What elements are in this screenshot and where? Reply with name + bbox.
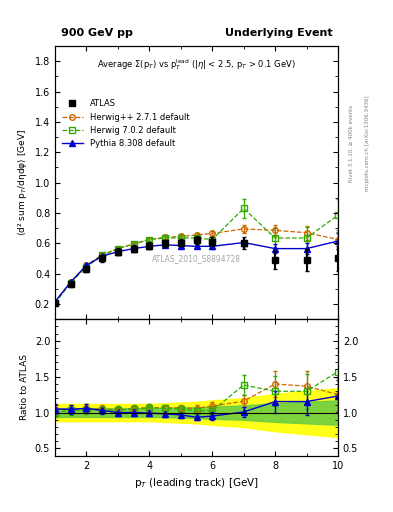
- Text: ATLAS_2010_S8894728: ATLAS_2010_S8894728: [152, 254, 241, 264]
- Text: mcplots.cern.ch [arXiv:1306.3436]: mcplots.cern.ch [arXiv:1306.3436]: [365, 96, 370, 191]
- Text: Underlying Event: Underlying Event: [225, 28, 332, 38]
- Text: Rivet 3.1.10, ≥ 400k events: Rivet 3.1.10, ≥ 400k events: [349, 105, 354, 182]
- Text: Average $\Sigma$(p$_T$) vs p$_T^{\rm lead}$ ($|\eta|$ < 2.5, p$_T$ > 0.1 GeV): Average $\Sigma$(p$_T$) vs p$_T^{\rm lea…: [97, 57, 296, 72]
- X-axis label: p$_T$ (leading track) [GeV]: p$_T$ (leading track) [GeV]: [134, 476, 259, 490]
- Text: 900 GeV pp: 900 GeV pp: [61, 28, 132, 38]
- Y-axis label: ⟨d² sum p$_T$/dηdφ⟩ [GeV]: ⟨d² sum p$_T$/dηdφ⟩ [GeV]: [16, 129, 29, 236]
- Y-axis label: Ratio to ATLAS: Ratio to ATLAS: [20, 354, 29, 420]
- Legend: ATLAS, Herwig++ 2.7.1 default, Herwig 7.0.2 default, Pythia 8.308 default: ATLAS, Herwig++ 2.7.1 default, Herwig 7.…: [62, 99, 189, 148]
